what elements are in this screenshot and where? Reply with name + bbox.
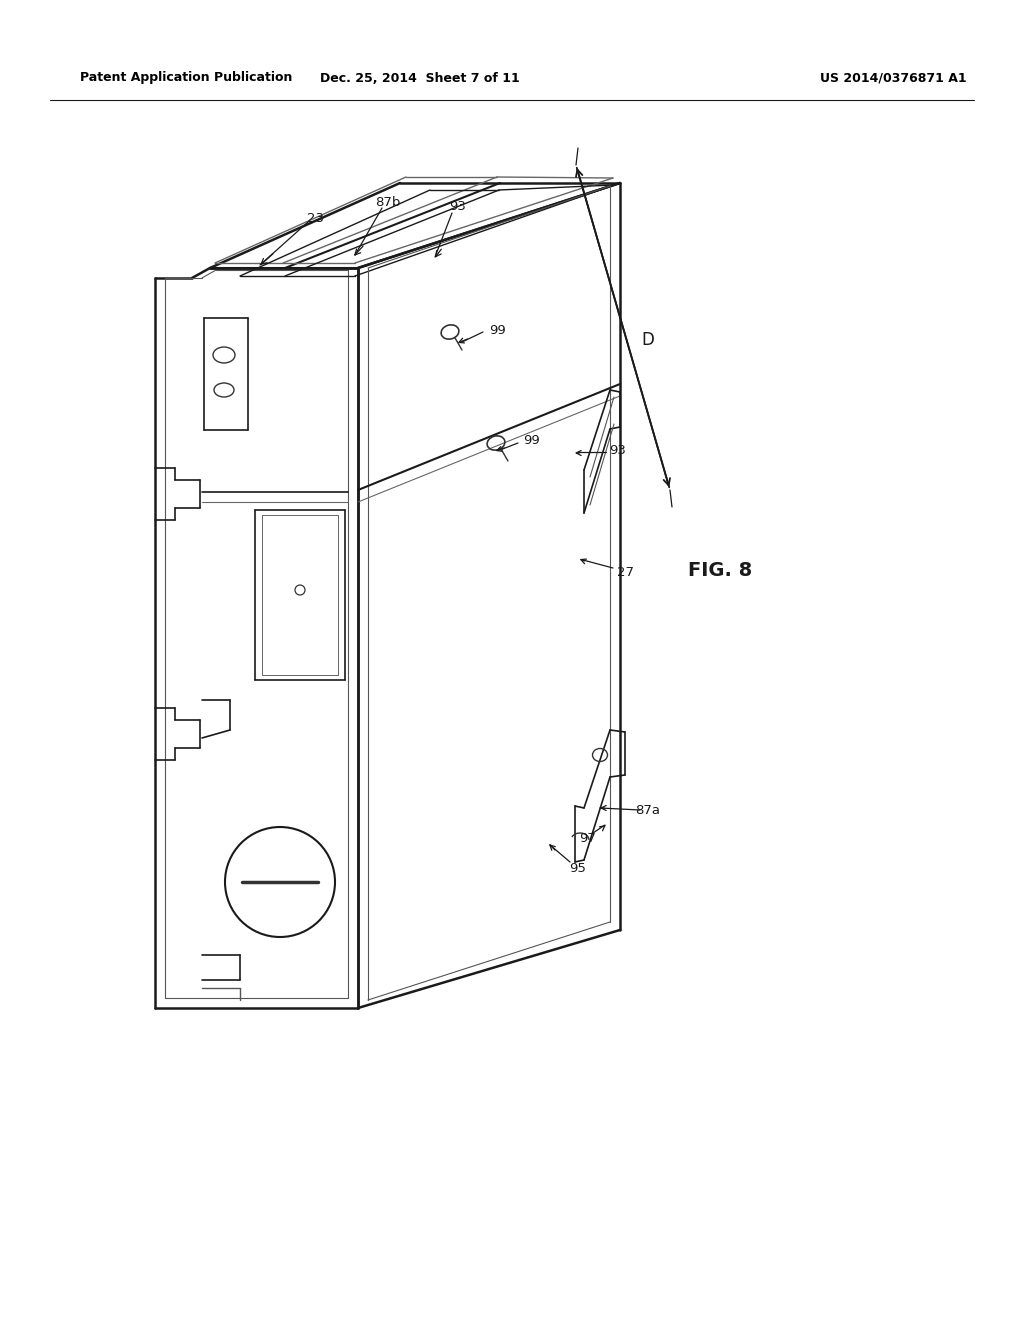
Polygon shape (210, 183, 620, 268)
Text: 99: 99 (523, 433, 541, 446)
Text: 93: 93 (450, 201, 467, 214)
Polygon shape (358, 183, 620, 1008)
Text: 97: 97 (580, 832, 596, 845)
Text: 95: 95 (569, 862, 587, 874)
Text: 87b: 87b (376, 195, 400, 209)
Text: Dec. 25, 2014  Sheet 7 of 11: Dec. 25, 2014 Sheet 7 of 11 (321, 71, 520, 84)
Polygon shape (155, 268, 358, 1008)
Text: Patent Application Publication: Patent Application Publication (80, 71, 293, 84)
Text: D: D (642, 331, 654, 348)
Text: 23: 23 (306, 211, 324, 224)
Text: 99: 99 (489, 323, 507, 337)
Text: 93: 93 (609, 444, 627, 457)
Text: 87a: 87a (636, 804, 660, 817)
Text: US 2014/0376871 A1: US 2014/0376871 A1 (820, 71, 967, 84)
Text: FIG. 8: FIG. 8 (688, 561, 752, 579)
Text: 27: 27 (616, 565, 634, 578)
